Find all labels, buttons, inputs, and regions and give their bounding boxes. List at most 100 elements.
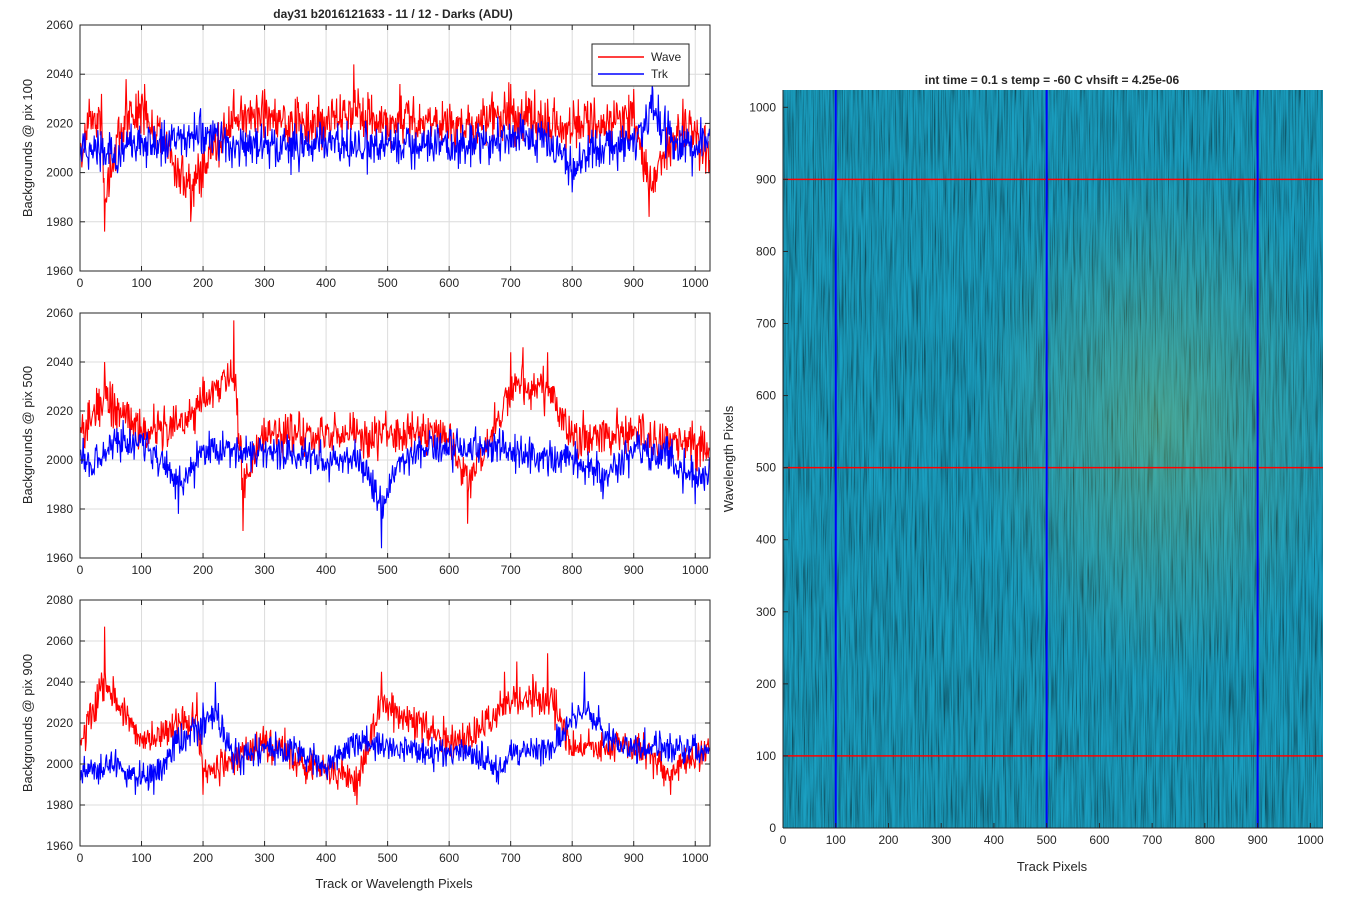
y-tick-label: 1000	[749, 100, 776, 114]
x-tick-label: 300	[255, 276, 275, 290]
x-tick-label: 800	[1195, 833, 1215, 847]
y-tick-label: 1960	[46, 264, 73, 278]
x-tick-label: 700	[501, 563, 521, 577]
x-tick-label: 500	[1037, 833, 1057, 847]
x-tick-label: 100	[132, 851, 152, 865]
y-tick-label: 500	[756, 461, 776, 475]
series-wave-line	[79, 320, 710, 532]
y-axis-label: Backgrounds @ pix 500	[20, 366, 35, 504]
y-axis-label: Backgrounds @ pix 900	[20, 654, 35, 792]
y-tick-label: 1960	[46, 839, 73, 853]
heatmap-axes: 0 100 200 300 400 500 600 700 800 900 1000 0 100 200 3…	[749, 90, 1324, 847]
axes: 0 100 200 300 400 500 600 700 800 900 1000 1960 1980…	[46, 593, 711, 865]
axes: 0 100 200 300 400 500 600 700 800 900 1000 1960 1980…	[46, 18, 711, 290]
heatmap-panel: int time = 0.1 s temp = -60 C vhsift = 4…	[721, 73, 1324, 874]
x-tick-label: 200	[193, 563, 213, 577]
y-tick-label: 700	[756, 317, 776, 331]
x-tick-label: 0	[77, 563, 84, 577]
x-tick-label: 0	[780, 833, 787, 847]
plot-area	[79, 626, 710, 806]
x-tick-label: 900	[624, 276, 644, 290]
y-tick-label: 900	[756, 172, 776, 186]
y-tick-label: 2000	[46, 757, 73, 771]
x-tick-label: 900	[624, 851, 644, 865]
y-tick-label: 1980	[46, 502, 73, 516]
series-trk-line	[79, 671, 710, 795]
x-tick-label: 0	[77, 276, 84, 290]
y-tick-label: 100	[756, 749, 776, 763]
legend-trk-label: Trk	[651, 67, 669, 81]
heatmap-image	[783, 90, 1323, 828]
axes-box	[79, 312, 711, 559]
x-tick-label: 400	[316, 563, 336, 577]
figure-title: day31 b2016121633 - 11 / 12 - Darks (ADU…	[273, 7, 512, 21]
x-tick-label: 0	[77, 851, 84, 865]
y-tick-label: 800	[756, 244, 776, 258]
axes-box	[79, 24, 711, 272]
y-tick-label: 400	[756, 533, 776, 547]
x-tick-label: 100	[826, 833, 846, 847]
x-tick-label: 200	[878, 833, 898, 847]
series-trk-line	[79, 419, 710, 549]
series-trk-line	[79, 83, 710, 193]
x-tick-label: 600	[439, 851, 459, 865]
x-tick-label: 200	[193, 851, 213, 865]
x-tick-label: 800	[562, 851, 582, 865]
plot-area	[79, 64, 710, 232]
x-tick-label: 800	[562, 563, 582, 577]
legend-wave-label: Wave	[651, 50, 682, 64]
x-tick-label: 1000	[682, 851, 709, 865]
y-tick-label: 300	[756, 605, 776, 619]
x-tick-label: 400	[316, 276, 336, 290]
x-tick-label: 800	[562, 276, 582, 290]
x-tick-label: 900	[1248, 833, 1268, 847]
x-tick-label: 300	[255, 563, 275, 577]
heatmap-y-axis-label: Wavelength Pixels	[721, 405, 736, 512]
heatmap-x-axis-label: Track Pixels	[1017, 859, 1088, 874]
line-panel-pix-500: Backgrounds @ pix 500 0 100 200 300 400 500 60…	[20, 306, 711, 577]
y-tick-label: 2020	[46, 116, 73, 130]
y-tick-label: 2000	[46, 166, 73, 180]
y-tick-label: 2060	[46, 18, 73, 32]
y-axis-label: Backgrounds @ pix 100	[20, 79, 35, 217]
x-axis-label: Track or Wavelength Pixels	[315, 876, 473, 891]
x-tick-label: 100	[132, 276, 152, 290]
axes: 0 100 200 300 400 500 600 700 800 900 1000 1960 1980…	[46, 306, 711, 577]
line-panel-pix-900: Backgrounds @ pix 900 Track or Wavelengt…	[20, 593, 711, 891]
y-tick-label: 2020	[46, 716, 73, 730]
y-tick-label: 2040	[46, 355, 73, 369]
x-tick-label: 500	[378, 851, 398, 865]
y-tick-label: 2000	[46, 453, 73, 467]
x-tick-label: 1000	[1297, 833, 1324, 847]
x-tick-label: 600	[439, 276, 459, 290]
x-tick-label: 200	[193, 276, 213, 290]
x-tick-label: 900	[624, 563, 644, 577]
x-tick-label: 400	[984, 833, 1004, 847]
x-tick-label: 300	[255, 851, 275, 865]
plot-area	[79, 320, 710, 549]
y-tick-label: 0	[769, 821, 776, 835]
y-tick-label: 2040	[46, 67, 73, 81]
y-tick-label: 2060	[46, 634, 73, 648]
y-tick-label: 2060	[46, 306, 73, 320]
x-tick-label: 600	[439, 563, 459, 577]
series-wave-line	[79, 64, 710, 232]
heatmap-title: int time = 0.1 s temp = -60 C vhsift = 4…	[925, 73, 1180, 87]
x-tick-label: 1000	[682, 563, 709, 577]
x-tick-label: 500	[378, 276, 398, 290]
y-tick-label: 200	[756, 677, 776, 691]
series-wave-line	[79, 626, 710, 806]
y-tick-label: 1980	[46, 215, 73, 229]
x-tick-label: 1000	[682, 276, 709, 290]
heatmap-marker-lines	[783, 90, 1323, 828]
y-tick-label: 2040	[46, 675, 73, 689]
x-tick-label: 100	[132, 563, 152, 577]
legend: Wave Trk	[591, 43, 690, 87]
x-tick-label: 700	[1142, 833, 1162, 847]
y-tick-label: 2020	[46, 404, 73, 418]
x-tick-label: 600	[1089, 833, 1109, 847]
y-tick-label: 1980	[46, 798, 73, 812]
y-tick-label: 2080	[46, 593, 73, 607]
x-tick-label: 300	[931, 833, 951, 847]
